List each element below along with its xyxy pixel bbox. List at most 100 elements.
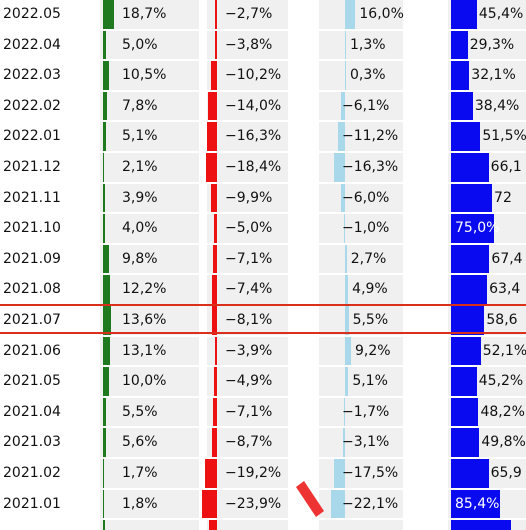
blue-value: 49,8% <box>481 434 526 451</box>
blue-value: 51,5% <box>482 128 526 145</box>
green-bar <box>103 183 106 213</box>
table-row: 2022.02 7,8% −14,0% −6,1% 38,4% <box>0 91 526 123</box>
date-cell: 2022.03 <box>0 61 90 90</box>
green-cell <box>100 122 199 151</box>
lightblue-bar <box>342 428 345 457</box>
blue-bar <box>451 520 511 530</box>
red-cell <box>207 336 288 366</box>
green-value: 13,1% <box>122 342 167 359</box>
table-row: 2022.03 10,5% −10,2% 0,3% 32,1% <box>0 61 526 92</box>
row-date: 2021.02 <box>3 465 61 481</box>
red-cell <box>207 30 288 60</box>
lightblue-bar <box>343 397 345 427</box>
blue-value: 85,4% <box>455 495 500 512</box>
row-date: 2021.03 <box>3 434 61 451</box>
date-cell: 2022.01 <box>0 122 90 151</box>
blue-value: 58,6 <box>486 312 518 328</box>
green-value: 10,0% <box>122 373 167 390</box>
lightblue-value: −16,3% <box>342 159 399 175</box>
blue-value: 63,4 <box>489 281 521 298</box>
date-cell: 2021.01 <box>0 489 90 519</box>
lightblue-cell <box>319 0 403 29</box>
red-cell <box>207 122 288 151</box>
red-value: −14,0% <box>225 97 282 114</box>
red-bar <box>212 275 217 304</box>
lightblue-cell <box>319 61 403 90</box>
green-value: 5,0% <box>122 36 158 53</box>
partial-cell <box>100 520 199 530</box>
table-row: 2021.03 5,6% −8,7% −3,1% 49,8% <box>0 428 526 459</box>
green-bar <box>103 520 105 530</box>
date-cell: 2021.03 <box>0 428 90 457</box>
red-bar <box>205 153 217 182</box>
green-value: 4,0% <box>122 220 158 237</box>
red-cell <box>207 91 288 121</box>
lightblue-bar <box>345 336 351 366</box>
lightblue-cell <box>319 459 403 488</box>
lightblue-bar <box>330 489 345 519</box>
lightblue-value: 5,5% <box>352 312 389 328</box>
blue-bar <box>451 397 479 427</box>
lightblue-value: 4,9% <box>352 281 388 298</box>
red-cell <box>207 214 288 243</box>
green-value: 2,1% <box>122 159 158 175</box>
table-row: 2022.05 18,7% −2,7% 16,0% 45,4% <box>0 0 526 31</box>
highlight-row-frame <box>0 304 526 334</box>
date-cell: 2021.09 <box>0 244 90 274</box>
red-bar <box>212 306 217 335</box>
table-row-partial <box>0 520 526 530</box>
lightblue-value: 9,2% <box>354 342 391 359</box>
green-cell <box>100 489 199 519</box>
red-bar <box>210 183 217 213</box>
green-cell <box>100 214 199 243</box>
blue-value: 75,0% <box>455 220 500 237</box>
blue-value: 72 <box>494 189 512 206</box>
red-cell <box>207 244 288 274</box>
row-date: 2021.08 <box>3 281 61 298</box>
blue-bar <box>451 244 490 274</box>
red-bar <box>212 244 217 274</box>
row-date: 2022.05 <box>3 6 61 22</box>
lightblue-bar <box>333 459 345 488</box>
date-cell: 2021.06 <box>0 336 90 366</box>
green-cell <box>100 153 199 182</box>
blue-bar <box>451 275 488 304</box>
lightblue-bar <box>345 244 347 274</box>
green-cell <box>100 183 199 213</box>
red-cell <box>207 367 288 396</box>
row-date: 2021.11 <box>3 189 61 206</box>
lightblue-value: −1,7% <box>342 403 390 420</box>
green-cell <box>100 336 199 366</box>
green-cell <box>100 459 199 488</box>
row-date: 2022.04 <box>3 36 61 53</box>
red-cell <box>207 459 288 488</box>
blue-value: 48,2% <box>480 403 525 420</box>
table-row: 2022.04 5,0% −3,8% 1,3% 29,3% <box>0 30 526 62</box>
red-value: −3,8% <box>225 36 273 53</box>
green-bar <box>103 61 109 90</box>
lightblue-cell <box>319 244 403 274</box>
table-row: 2021.04 5,5% −7,1% −1,7% 48,2% <box>0 397 526 429</box>
green-bar <box>103 397 107 427</box>
date-cell: 2021.07 <box>0 306 90 335</box>
partial-cell <box>207 520 288 530</box>
date-cell: 2022.04 <box>0 30 90 60</box>
green-bar <box>103 306 111 335</box>
table-row: 2021.02 1,7% −19,2% −17,5% 65,9 <box>0 459 526 490</box>
green-bar <box>103 214 106 243</box>
green-value: 18,7% <box>122 6 167 22</box>
lightblue-cell <box>319 428 403 457</box>
red-value: −16,3% <box>225 128 282 145</box>
blue-value: 29,3% <box>469 36 515 53</box>
red-value: −7,1% <box>225 403 273 420</box>
blue-value: 32,1% <box>471 67 516 84</box>
green-cell <box>100 306 199 335</box>
green-value: 13,6% <box>122 312 167 328</box>
date-cell: 2021.04 <box>0 397 90 427</box>
red-value: −5,0% <box>225 220 273 237</box>
red-bar <box>214 367 217 396</box>
lightblue-value: −17,5% <box>342 465 399 481</box>
blue-bar <box>451 122 481 151</box>
blue-bar <box>451 153 489 182</box>
green-bar <box>103 30 106 60</box>
